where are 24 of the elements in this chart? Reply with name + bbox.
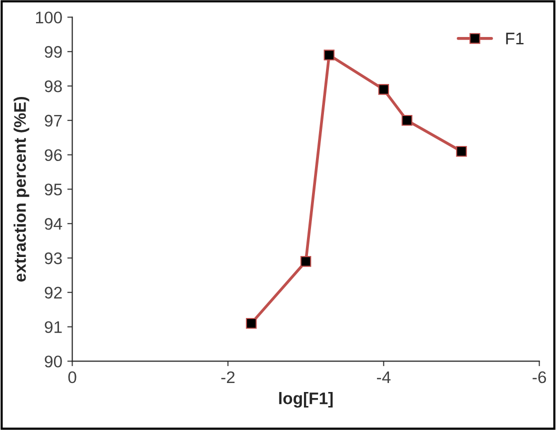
legend-label: F1 — [506, 32, 524, 44]
y-tick-label: 100 — [36, 12, 62, 24]
point — [378, 84, 390, 95]
x-tick-label: -6 — [532, 371, 546, 384]
point — [324, 50, 335, 60]
y-axis-title: extraction percent (%E) — [14, 96, 30, 282]
x-axis-title: log[F1] — [279, 392, 333, 408]
y-tick-label: 96 — [44, 149, 62, 162]
y-tick-label: 94 — [44, 218, 62, 230]
x-tick-label: -2 — [221, 371, 235, 383]
y-tick-label: 93 — [44, 252, 62, 264]
y-tick-label: 98 — [44, 80, 62, 92]
y-tick-label: 99 — [44, 46, 62, 58]
point — [456, 146, 467, 157]
point — [246, 318, 257, 329]
y-tick-label: 91 — [44, 321, 62, 334]
x-tick-label: -4 — [376, 372, 391, 383]
x-tick-label: 0 — [68, 371, 76, 384]
point — [300, 256, 312, 267]
y-tick-label: 95 — [44, 184, 62, 196]
y-tick-label: 92 — [44, 286, 62, 299]
y-tick-label: 90 — [44, 356, 62, 368]
y-tick-label: 97 — [44, 114, 62, 127]
point — [402, 115, 412, 126]
